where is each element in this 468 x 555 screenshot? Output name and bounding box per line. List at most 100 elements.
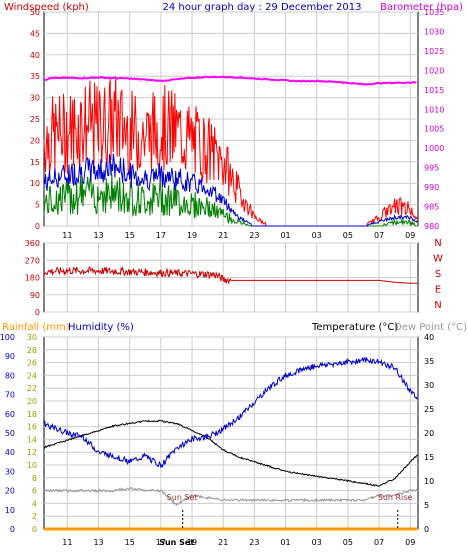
x-tick-bottom-5: 19 <box>187 538 197 547</box>
humidity-tick-2: 80 <box>5 371 15 380</box>
temperature-tick-3: 25 <box>424 405 434 414</box>
series-average-line <box>43 153 418 227</box>
barometer-tick-0: 1035 <box>424 8 444 17</box>
x-tick-bottom-9: 03 <box>312 538 322 547</box>
windspeed-tick-3: 35 <box>30 72 40 81</box>
temperature-tick-6: 10 <box>424 477 434 486</box>
windspeed-axis-label: Windspeed (kph) <box>4 2 89 13</box>
temperature-tick-0: 40 <box>424 333 434 342</box>
compass-label-4: N <box>434 300 441 311</box>
x-tick-bottom-7: 23 <box>249 538 259 547</box>
temp-panel-grid <box>44 336 418 530</box>
humidity-tick-9: 10 <box>5 506 15 515</box>
temp-panel-marks <box>43 356 418 531</box>
rainfall-tick-3: 24 <box>27 371 37 380</box>
windspeed-tick-7: 15 <box>30 158 40 167</box>
wind-panel-x-ticks: 11 13 15 17 19 21 23 01 03 05 07 09 <box>62 231 415 240</box>
x-tick-top-10: 07 <box>374 231 384 240</box>
rainfall-tick-11: 8 <box>32 474 37 483</box>
temperature-tick-2: 30 <box>424 381 434 390</box>
x-tick-bottom-11: 07 <box>374 538 384 547</box>
series-direction-line <box>43 266 418 284</box>
direction-panel-marks <box>43 266 418 284</box>
dewpoint-axis-label: Dew Point (°C) <box>394 322 467 333</box>
rainfall-tick-12: 6 <box>32 487 37 496</box>
x-tick-top-9: 05 <box>343 231 353 240</box>
barometer-tick-2: 1025 <box>424 47 444 56</box>
rainfall-tick-5: 20 <box>27 397 37 406</box>
sun-set-annotation: Sun Set <box>167 493 198 502</box>
humidity-tick-0: 100 <box>0 333 15 342</box>
x-tick-top-6: 23 <box>249 231 259 240</box>
direction-panel-grid <box>44 242 418 313</box>
windspeed-tick-0: 50 <box>30 8 40 17</box>
x-tick-top-7: 01 <box>280 231 290 240</box>
x-tick-bottom-8: 01 <box>280 538 290 547</box>
rainfall-tick-4: 22 <box>27 384 37 393</box>
series-humidity-line <box>43 356 418 468</box>
humidity-tick-3: 70 <box>5 391 15 400</box>
barometer-tick-1: 1030 <box>424 27 444 36</box>
windspeed-tick-6: 20 <box>30 136 40 145</box>
rainfall-axis-label: Rainfall (mm) <box>2 322 70 333</box>
rainfall-tick-6: 18 <box>27 410 37 419</box>
temperature-tick-1: 35 <box>424 357 434 366</box>
x-tick-bottom-12: 09 <box>405 538 415 547</box>
rainfall-tick-9: 12 <box>27 448 37 457</box>
windspeed-tick-9: 5 <box>35 201 40 210</box>
compass-label-2: S <box>435 269 441 280</box>
direction-tick-0: 360 <box>25 239 40 248</box>
barometer-tick-labels: 1035 1030 1025 1020 1015 1010 1005 1000 995 990 98… <box>424 8 444 231</box>
rainfall-tick-10: 10 <box>27 461 37 470</box>
rainfall-tick-1: 28 <box>27 346 37 355</box>
barometer-tick-5: 1010 <box>424 105 444 114</box>
x-tick-top-0: 11 <box>62 231 72 240</box>
temperature-tick-5: 15 <box>424 453 434 462</box>
x-tick-bottom-1: 13 <box>93 538 103 547</box>
x-tick-bottom-0: 11 <box>62 538 72 547</box>
series-temperature-line <box>43 419 418 487</box>
rainfall-tick-7: 16 <box>27 423 37 432</box>
compass-label-0: N <box>434 238 441 249</box>
temperature-tick-7: 5 <box>424 501 429 510</box>
chart-title: 24 hour graph day : 29 December 2013 <box>163 2 362 13</box>
windspeed-tick-1: 45 <box>30 29 40 38</box>
series-dewpoint-line <box>43 486 418 507</box>
x-tick-bottom-3: 17 <box>156 538 166 547</box>
humidity-tick-6: 40 <box>5 448 15 457</box>
windspeed-tick-8: 10 <box>30 179 40 188</box>
wind-panel-marks <box>43 75 418 227</box>
barometer-tick-9: 990 <box>424 183 439 192</box>
compass-label-1: W <box>433 254 443 265</box>
x-tick-top-3: 17 <box>156 231 166 240</box>
humidity-tick-4: 60 <box>5 410 15 419</box>
barometer-tick-6: 1005 <box>424 125 444 134</box>
barometer-tick-10: 985 <box>424 203 439 212</box>
x-tick-bottom-2: 15 <box>125 538 135 547</box>
temperature-axis-label: Temperature (°C) <box>311 322 398 333</box>
direction-tick-labels: 360 270 180 90 0 <box>25 239 40 317</box>
humidity-axis-label: Humidity (%) <box>68 322 134 333</box>
windspeed-tick-4: 30 <box>30 94 40 103</box>
direction-tick-2: 180 <box>25 274 40 283</box>
rainfall-tick-13: 4 <box>32 499 37 508</box>
windspeed-tick-5: 25 <box>30 115 40 124</box>
barometer-tick-7: 1000 <box>424 144 444 153</box>
barometer-tick-8: 995 <box>424 164 439 173</box>
direction-tick-1: 270 <box>25 256 40 265</box>
rainfall-tick-8: 14 <box>27 435 37 444</box>
x-tick-bottom-4: Sun Set <box>159 538 194 547</box>
x-tick-top-11: 09 <box>405 231 415 240</box>
barometer-tick-11: 980 <box>424 222 439 231</box>
direction-tick-3: 90 <box>30 291 40 300</box>
x-tick-top-5: 21 <box>218 231 228 240</box>
x-tick-top-2: 15 <box>125 231 135 240</box>
barometer-axis-label: Barometer (hpa) <box>380 2 463 13</box>
x-tick-bottom-6: 21 <box>218 538 228 547</box>
barometer-tick-4: 1015 <box>424 86 444 95</box>
